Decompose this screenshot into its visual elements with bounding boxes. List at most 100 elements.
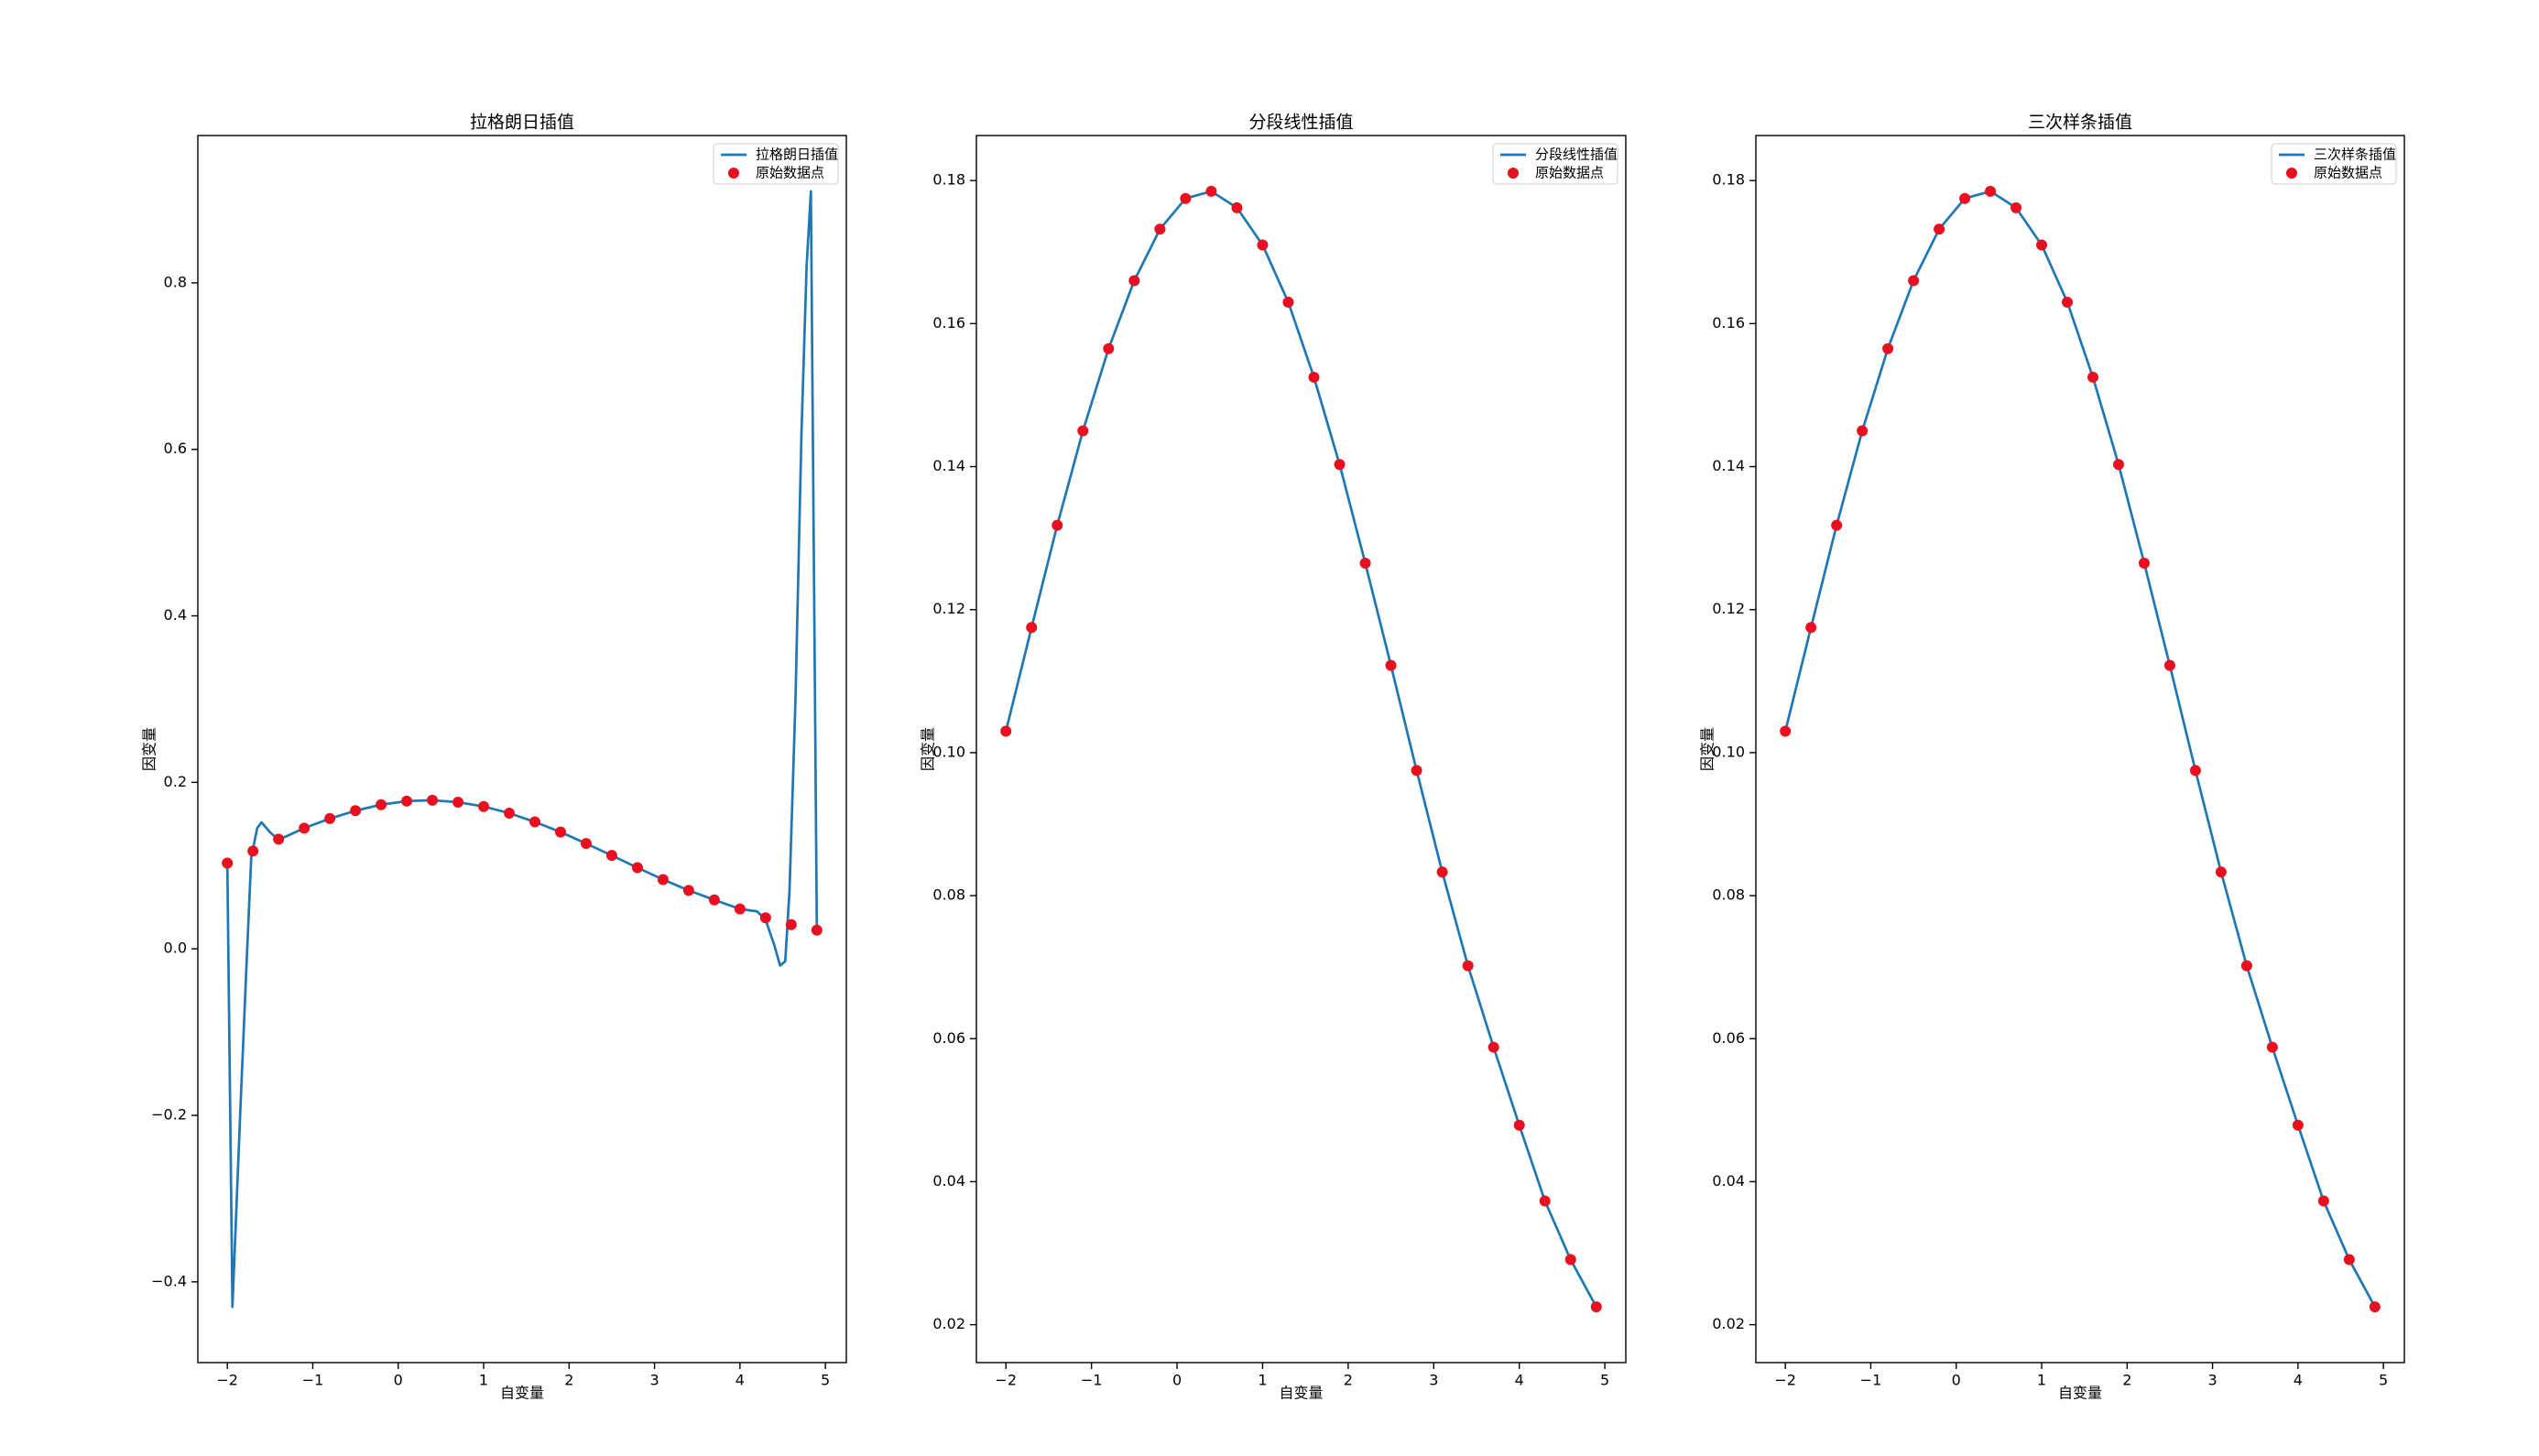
data-point — [1359, 557, 1371, 569]
data-point — [1564, 1254, 1576, 1266]
data-point — [605, 850, 617, 862]
y-tick-label: −0.4 — [151, 1272, 187, 1289]
data-point — [1590, 1301, 1602, 1313]
x-tick-label: 5 — [1600, 1372, 1609, 1389]
x-tick-label: 4 — [2294, 1372, 2303, 1389]
data-point — [1257, 239, 1269, 251]
data-point — [1513, 1119, 1525, 1131]
legend-label: 拉格朗日插值 — [756, 147, 838, 163]
x-tick-label: 3 — [2207, 1372, 2217, 1389]
x-tick-label: −2 — [216, 1372, 238, 1389]
legend-label: 原始数据点 — [756, 165, 824, 181]
data-point — [811, 924, 823, 936]
y-tick-label: 0.12 — [1712, 600, 1745, 617]
data-point — [478, 800, 490, 812]
data-point — [1308, 371, 1320, 383]
y-tick-label: 0.4 — [164, 606, 187, 624]
data-point — [2292, 1119, 2304, 1131]
data-point — [2036, 239, 2048, 251]
plot-frame — [975, 135, 1627, 1364]
data-point — [1180, 192, 1192, 204]
y-tick-label: 0.10 — [1712, 743, 1745, 760]
x-tick-label: 0 — [394, 1372, 403, 1389]
data-point — [1539, 1195, 1551, 1207]
y-tick-label: 0.12 — [932, 600, 965, 617]
y-tick-label: 0.06 — [932, 1029, 965, 1047]
data-point — [1231, 201, 1243, 213]
data-point — [504, 808, 516, 819]
data-point — [1908, 275, 1920, 287]
series-line — [225, 190, 819, 1309]
x-tick-label: 1 — [1258, 1372, 1267, 1389]
y-tick-label: 0.04 — [1712, 1172, 1745, 1190]
data-point — [1026, 622, 1038, 634]
x-tick-label: 5 — [2379, 1372, 2388, 1389]
x-tick-label: −1 — [1081, 1372, 1103, 1389]
data-point — [1128, 275, 1140, 287]
y-tick-label: 0.08 — [1712, 886, 1745, 904]
data-point — [1282, 296, 1294, 308]
data-point — [1052, 519, 1063, 531]
data-point — [2087, 371, 2098, 383]
data-point — [682, 885, 694, 896]
data-point — [299, 822, 311, 834]
data-point — [1831, 519, 1843, 531]
x-tick-label: −1 — [1860, 1372, 1882, 1389]
data-point — [1436, 866, 1448, 878]
data-point — [1103, 342, 1115, 354]
y-tick-label: 0.18 — [1712, 171, 1745, 189]
data-point — [452, 797, 464, 808]
x-tick-label: 3 — [649, 1372, 659, 1389]
legend-label: 原始数据点 — [2314, 165, 2382, 181]
data-point — [759, 912, 771, 924]
data-point — [1805, 622, 1817, 634]
x-tick-label: 0 — [1952, 1372, 1961, 1389]
data-point — [247, 845, 259, 857]
y-tick-label: 0.06 — [1712, 1029, 1745, 1047]
data-point — [2317, 1195, 2329, 1207]
data-point — [2240, 960, 2252, 972]
legend-label: 分段线性插值 — [1535, 147, 1618, 163]
data-point — [2215, 866, 2227, 878]
data-point — [1385, 659, 1397, 671]
data-point — [324, 812, 336, 824]
data-point — [734, 903, 746, 915]
chart-title: 分段线性插值 — [1248, 113, 1353, 133]
y-tick-label: 0.0 — [164, 940, 187, 957]
y-tick-label: 0.6 — [164, 440, 187, 457]
y-tick-label: −0.2 — [151, 1106, 187, 1124]
x-tick-label: 5 — [821, 1372, 830, 1389]
legend-label: 三次样条插值 — [2314, 147, 2396, 163]
y-tick-label: 0.8 — [164, 273, 187, 290]
x-tick-label: 2 — [1344, 1372, 1353, 1389]
y-tick-label: 0.10 — [932, 743, 965, 760]
chart-title: 三次样条插值 — [2028, 113, 2132, 133]
x-tick-label: 2 — [564, 1372, 573, 1389]
x-tick-label: −2 — [1774, 1372, 1796, 1389]
x-axis-label: 自变量 — [2058, 1385, 2102, 1402]
y-axis-label: 因变量 — [141, 727, 158, 771]
legend-label: 原始数据点 — [1535, 165, 1604, 181]
x-axis-label: 自变量 — [500, 1385, 544, 1402]
data-point — [1000, 725, 1012, 737]
data-point — [657, 874, 669, 886]
data-point — [2112, 459, 2124, 471]
series-line — [1783, 190, 2377, 1308]
x-tick-label: 2 — [2122, 1372, 2131, 1389]
data-point — [1205, 185, 1217, 197]
data-point — [1462, 960, 1474, 972]
x-axis-label: 自变量 — [1279, 1385, 1323, 1402]
plot-frame — [1755, 135, 2405, 1364]
y-axis-label: 因变量 — [1699, 727, 1716, 771]
plot-frame — [197, 135, 847, 1364]
y-tick-label: 0.04 — [932, 1172, 965, 1190]
x-tick-label: −1 — [302, 1372, 324, 1389]
legend-swatch — [2286, 168, 2297, 179]
data-point — [580, 838, 592, 850]
